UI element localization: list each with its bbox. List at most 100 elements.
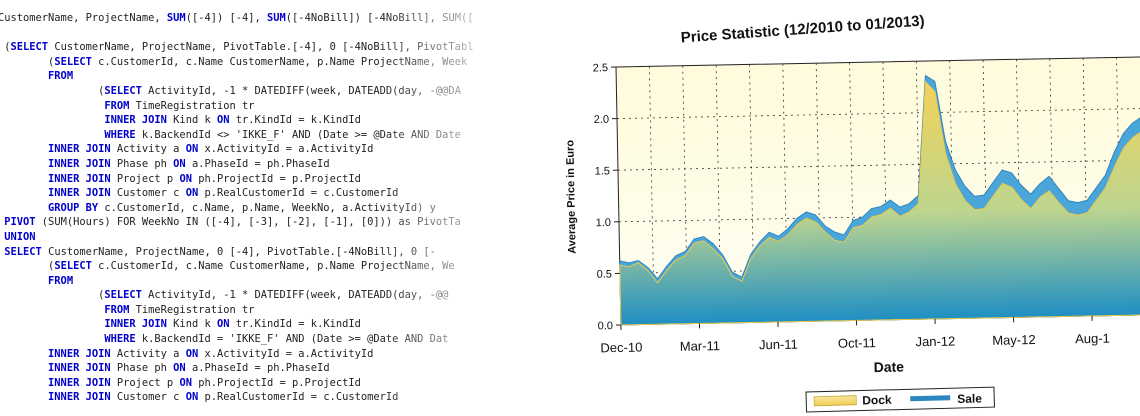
code-text: CustomerName, ProjectName, <box>0 12 167 24</box>
x-tick-label: Jun-11 <box>759 337 798 353</box>
code-text: TimeRegistration tr <box>129 99 255 112</box>
grid-line-vertical <box>1116 57 1122 316</box>
grid-line-vertical <box>1082 58 1089 316</box>
code-text: ( <box>4 41 11 54</box>
code-line: SELECT CustomerName, ProjectName, 0 [-4]… <box>0 245 473 260</box>
grid-line-horizontal <box>616 107 1140 119</box>
code-line: (SELECT ActivityId, -1 * DATEDIFF(week, … <box>0 288 473 303</box>
code-keyword: ON <box>173 362 186 375</box>
code-text: ( <box>0 260 55 273</box>
code-keyword: SELECT <box>104 289 142 302</box>
y-tick-label: 0.0 <box>598 320 614 332</box>
code-keyword: INNER JOIN <box>48 187 111 200</box>
legend-box <box>805 386 995 413</box>
grid-line-vertical <box>1016 59 1022 318</box>
code-text <box>0 333 104 345</box>
code-text: ( <box>0 289 105 302</box>
code-text: Kind k <box>166 114 217 127</box>
x-tick-label: Dec-10 <box>600 340 642 356</box>
code-line: INNER JOIN Activity a ON x.ActivityId = … <box>0 347 473 362</box>
code-line: FROM TimeRegistration tr <box>0 303 473 318</box>
code-text: Kind k <box>166 318 217 331</box>
code-line: INNER JOIN Project p ON ph.ProjectId = p… <box>0 376 473 391</box>
code-keyword: UNION <box>4 230 36 243</box>
code-text: tr.KindId = k.KindId <box>229 114 361 127</box>
code-text: (SUM(Hours) FOR WeekNo IN ([-4], [-3], [… <box>35 216 461 229</box>
code-keyword: INNER JOIN <box>48 157 111 170</box>
chart-title: Price Statistic (12/2010 to 01/2013) <box>680 13 925 47</box>
code-text <box>0 187 48 199</box>
code-keyword: ON <box>179 172 192 185</box>
code-keyword: INNER JOIN <box>48 391 111 404</box>
code-fade-overlay <box>380 0 560 416</box>
y-tick-label: 2.5 <box>593 62 609 74</box>
code-keyword: SELECT <box>54 260 92 273</box>
y-axis-label: Average Price in Euro <box>564 140 578 254</box>
code-keyword: INNER JOIN <box>48 172 111 185</box>
code-text: a.PhaseId = ph.PhaseId <box>185 157 330 170</box>
code-keyword: WHERE <box>104 128 136 141</box>
code-text: Customer c <box>110 187 186 200</box>
grid-line-vertical <box>915 61 922 320</box>
grid-line-vertical <box>982 59 989 318</box>
code-text: Phase ph <box>110 362 174 375</box>
code-line: FROM <box>0 274 473 289</box>
code-text: p.RealCustomerId = c.CustomerId <box>198 391 399 404</box>
code-line: FROM <box>0 69 473 84</box>
code-keyword: ON <box>173 157 186 170</box>
code-text: c.CustomerId, c.Name CustomerName, p.Nam… <box>91 55 468 68</box>
code-text: ( <box>0 55 55 68</box>
code-text <box>0 173 48 185</box>
legend-sale-swatch <box>910 395 951 402</box>
x-tick-label: Mar-11 <box>680 338 720 354</box>
code-text <box>0 377 48 389</box>
code-keyword: PIVOT <box>4 216 36 229</box>
chart-legend: Dock Sale <box>805 386 995 413</box>
code-text <box>0 202 48 214</box>
sql-code-panel: CustomerName, ProjectName, SUM([-4]) [-4… <box>0 0 560 416</box>
code-keyword: FROM <box>48 70 74 83</box>
code-line: INNER JOIN Phase ph ON a.PhaseId = ph.Ph… <box>0 157 473 172</box>
code-text: p.RealCustomerId = c.CustomerId <box>198 187 399 200</box>
x-tick-label: Aug-1 <box>1075 331 1110 347</box>
grid-line-vertical <box>1049 58 1056 317</box>
code-text: Customer c <box>110 391 186 404</box>
code-line: INNER JOIN Phase ph ON a.PhaseId = ph.Ph… <box>0 361 473 376</box>
code-line: UNION <box>0 230 473 245</box>
code-text: Project p <box>110 172 180 185</box>
code-text <box>0 70 48 82</box>
code-keyword: SELECT <box>54 55 92 68</box>
code-keyword: GROUP BY <box>48 201 99 214</box>
x-tick-label: Oct-11 <box>838 335 876 351</box>
code-keyword: ON <box>185 391 199 404</box>
code-text <box>0 348 48 360</box>
code-text <box>0 129 104 141</box>
plot-area: 0.0 0.5 1.0 1.5 2.0 2.5 Dec-10 Mar-11 Jun-11 Oct… <box>564 56 1140 375</box>
y-axis: 0.0 0.5 1.0 1.5 2.0 2.5 <box>593 62 621 332</box>
grid-line-vertical <box>882 61 889 320</box>
code-keyword: FROM <box>104 99 130 112</box>
code-keyword: INNER JOIN <box>104 114 167 127</box>
grid-line-vertical <box>749 64 755 323</box>
code-text: Project p <box>110 376 180 389</box>
code-keyword: ON <box>185 187 199 200</box>
code-line: INNER JOIN Customer c ON p.RealCustomerI… <box>0 390 473 405</box>
y-tick-label: 1.0 <box>596 217 612 229</box>
code-line: FROM TimeRegistration tr <box>0 99 473 114</box>
code-keyword: ON <box>216 318 230 331</box>
grid-line-vertical <box>815 63 822 322</box>
code-line: INNER JOIN Customer c ON p.RealCustomerI… <box>0 186 473 201</box>
code-text <box>0 114 104 126</box>
code-text: ( <box>0 84 105 97</box>
code-text: ([-4]) [-4], <box>185 12 268 24</box>
code-text: Phase ph <box>110 157 174 170</box>
code-line: INNER JOIN Kind k ON tr.KindId = k.KindI… <box>0 317 473 332</box>
legend-sale-label: Sale <box>957 391 982 406</box>
code-keyword: SELECT <box>104 84 142 97</box>
price-chart-panel: Price Statistic (12/2010 to 01/2013) 0.0… <box>560 0 1140 416</box>
code-text <box>0 143 48 155</box>
code-keyword: ON <box>185 143 199 156</box>
code-text <box>0 362 48 374</box>
code-keyword: INNER JOIN <box>48 362 111 375</box>
grid-line-vertical <box>682 65 689 324</box>
